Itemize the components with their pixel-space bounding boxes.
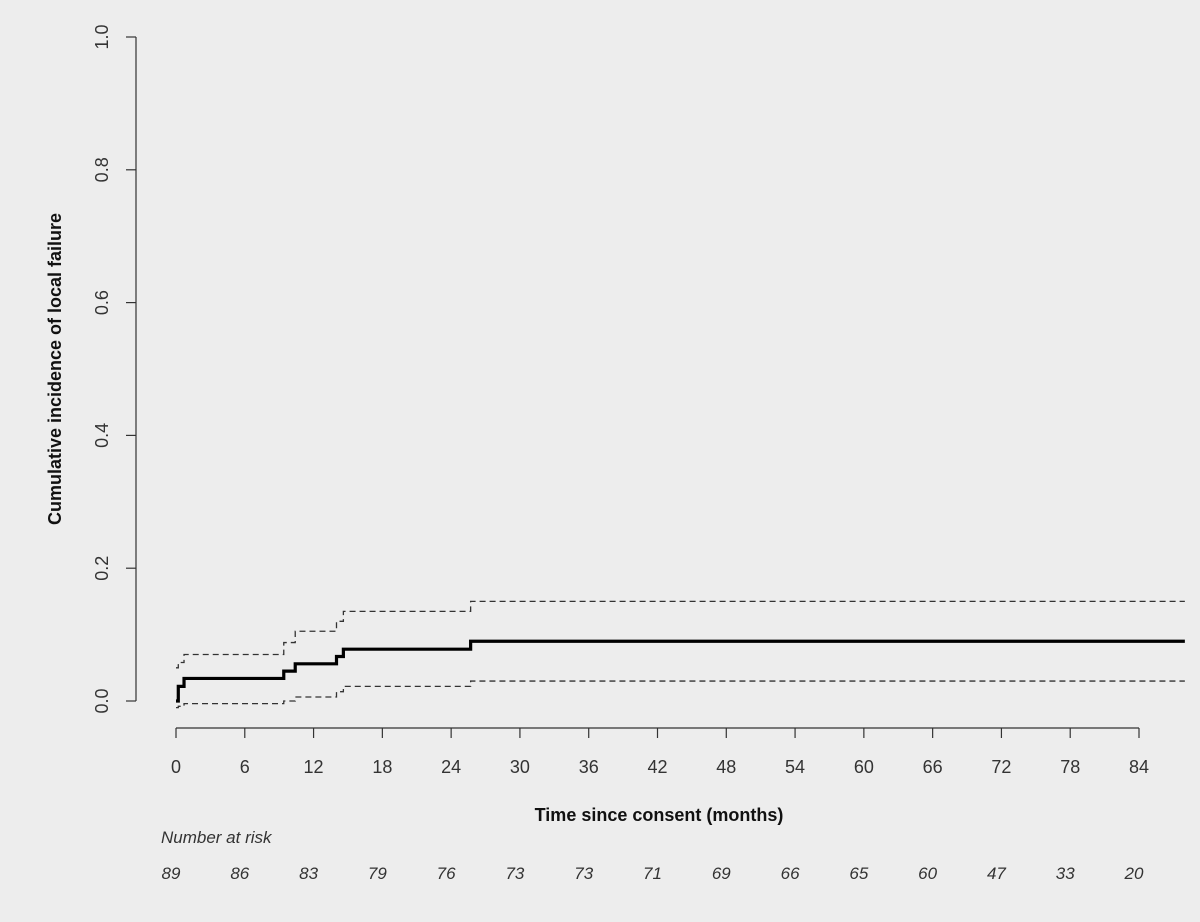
x-tick-label: 66	[923, 757, 943, 777]
x-tick-label: 84	[1129, 757, 1149, 777]
number-at-risk-values: 89 86 83 79 76 73 73 71 69 66 65 60 47 33 20	[162, 864, 1144, 883]
risk-count: 33	[1056, 864, 1075, 883]
y-axis-title: Cumulative incidence of local failure	[45, 213, 65, 525]
x-tick-label: 36	[579, 757, 599, 777]
risk-count: 71	[643, 864, 662, 883]
x-tick-label: 42	[647, 757, 667, 777]
x-tick-label: 54	[785, 757, 805, 777]
risk-count: 83	[299, 864, 318, 883]
lower-ci-curve	[176, 680, 1185, 709]
y-tick-label: 0.6	[92, 290, 112, 315]
x-tick-label: 6	[240, 757, 250, 777]
risk-count: 66	[781, 864, 800, 883]
y-tick-label: 0.8	[92, 157, 112, 182]
risk-count: 79	[368, 864, 387, 883]
y-tick-label: 1.0	[92, 24, 112, 49]
x-tick-label: 78	[1060, 757, 1080, 777]
risk-count: 47	[987, 864, 1006, 883]
risk-count: 76	[437, 864, 456, 883]
x-tick-label: 24	[441, 757, 461, 777]
y-axis: 0.0 0.2 0.4 0.6 0.8 1.0	[92, 24, 137, 714]
risk-count: 89	[162, 864, 181, 883]
risk-count: 73	[505, 864, 524, 883]
risk-count: 73	[574, 864, 593, 883]
risk-count: 60	[918, 864, 937, 883]
risk-count: 20	[1124, 864, 1144, 883]
cumulative-incidence-curve	[176, 639, 1185, 703]
risk-count: 86	[230, 864, 249, 883]
x-tick-label: 18	[372, 757, 392, 777]
y-tick-label: 0.4	[92, 423, 112, 448]
x-tick-label: 30	[510, 757, 530, 777]
plot-lines	[176, 600, 1185, 709]
risk-count: 65	[849, 864, 868, 883]
y-tick-label: 0.2	[92, 556, 112, 581]
y-tick-label: 0.0	[92, 688, 112, 713]
x-axis-title: Time since consent (months)	[535, 805, 784, 825]
x-tick-label: 12	[304, 757, 324, 777]
risk-count: 69	[712, 864, 731, 883]
x-tick-label: 0	[171, 757, 181, 777]
upper-ci-curve	[176, 600, 1185, 669]
x-tick-label: 72	[991, 757, 1011, 777]
x-tick-label: 60	[854, 757, 874, 777]
number-at-risk-label: Number at risk	[161, 828, 273, 847]
x-tick-label: 48	[716, 757, 736, 777]
x-axis: 0 6 12 18 24 30 36 42 48 54 60 66 72 78 84	[171, 727, 1149, 777]
